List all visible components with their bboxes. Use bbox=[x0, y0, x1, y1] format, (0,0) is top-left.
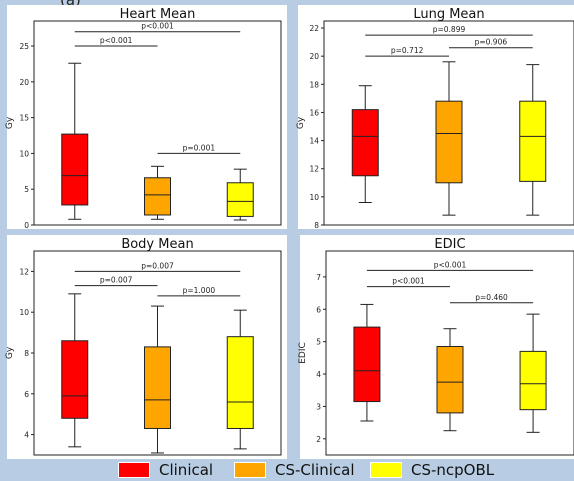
p-value-label: p=0.906 bbox=[475, 38, 508, 47]
box-clinical bbox=[353, 303, 381, 422]
p-value-label: p=0.001 bbox=[183, 143, 216, 152]
box-body bbox=[353, 326, 381, 403]
box-body bbox=[61, 340, 89, 419]
y-tick-label: 20 bbox=[19, 78, 29, 87]
chart-panel-body-mean: Body Mean 4 6 8 10 12 Gy p=0.007 p=0.007 p=1.000 bbox=[5, 235, 287, 459]
plot-frame bbox=[33, 20, 282, 226]
y-tick-label: 12 bbox=[19, 267, 29, 276]
p-value-label: p=0.007 bbox=[141, 261, 174, 270]
y-tick-label: 25 bbox=[19, 42, 29, 51]
box-cs-clinical bbox=[144, 165, 171, 220]
chart-title: Heart Mean bbox=[120, 7, 196, 22]
y-tick-label: 4 bbox=[316, 370, 321, 379]
box-cs-ncpobl bbox=[226, 309, 254, 450]
y-tick-label: 14 bbox=[309, 137, 319, 146]
legend-label-clinical: Clinical bbox=[159, 461, 214, 479]
plot-frame bbox=[325, 250, 574, 456]
y-tick-label: 12 bbox=[309, 165, 319, 174]
legend-label-cs-ncpobl: CS-ncpOBL bbox=[411, 461, 495, 479]
chart-panel-heart-mean: Heart Mean 0 5 10 15 20 25 Gy p<0.001 p<0.001 p=0.… bbox=[5, 5, 287, 230]
box-body bbox=[519, 100, 547, 182]
y-tick-label: 10 bbox=[309, 193, 319, 202]
y-tick-label: 15 bbox=[19, 114, 29, 123]
legend-swatch-cs-ncpobl bbox=[370, 462, 402, 478]
y-tick-label: 6 bbox=[24, 390, 29, 399]
y-tick-label: 4 bbox=[24, 431, 29, 440]
box-body bbox=[144, 346, 171, 429]
box-body bbox=[144, 177, 171, 216]
box-clinical bbox=[351, 85, 379, 203]
p-value-label: p=0.007 bbox=[100, 276, 133, 285]
box-cs-ncpobl bbox=[226, 168, 254, 221]
y-tick-label: 5 bbox=[316, 338, 321, 347]
panel-label: (a) bbox=[60, 0, 81, 9]
box-body bbox=[519, 350, 547, 411]
y-tick-label: 3 bbox=[316, 402, 321, 411]
y-tick-label: 18 bbox=[309, 80, 319, 89]
y-tick-label: 5 bbox=[24, 185, 29, 194]
legend-item-clinical: Clinical bbox=[118, 461, 213, 479]
box-cs-ncpobl bbox=[519, 64, 547, 216]
p-value-label: p<0.001 bbox=[100, 36, 133, 45]
p-value-label: p<0.001 bbox=[434, 260, 467, 269]
chart-panel-lung-mean: Lung Mean 8 10 12 14 16 18 20 22 Gy p=0.899 p=0.712… bbox=[296, 5, 574, 230]
legend-swatch-clinical bbox=[118, 462, 150, 478]
legend-swatch-cs-clinical bbox=[234, 462, 266, 478]
chart-panel-edic: EDIC 2 3 4 5 6 7 EDIC p<0.001 p<0.001 p=0.460 bbox=[298, 235, 574, 459]
box-body bbox=[226, 182, 254, 217]
y-tick-label: 10 bbox=[19, 149, 29, 158]
box-cs-ncpobl bbox=[519, 313, 547, 433]
box-body bbox=[226, 336, 254, 429]
y-axis-label: Gy bbox=[296, 116, 306, 129]
box-cs-clinical bbox=[144, 305, 171, 454]
y-tick-label: 10 bbox=[19, 308, 29, 317]
y-tick-label: 2 bbox=[316, 435, 321, 444]
box-clinical bbox=[61, 62, 89, 220]
box-body bbox=[436, 346, 464, 414]
box-clinical bbox=[61, 293, 89, 448]
y-tick-label: 22 bbox=[309, 24, 319, 33]
y-tick-label: 7 bbox=[316, 273, 321, 282]
legend-item-cs-clinical: CS-Clinical bbox=[234, 461, 355, 479]
p-value-label: p=0.712 bbox=[391, 46, 424, 55]
legend-item-cs-ncpobl: CS-ncpOBL bbox=[370, 461, 494, 479]
p-value-label: p=0.460 bbox=[475, 293, 508, 302]
p-value-label: p=0.899 bbox=[433, 25, 466, 34]
box-body bbox=[351, 109, 379, 177]
y-tick-label: 8 bbox=[314, 221, 319, 230]
y-axis-label: Gy bbox=[5, 116, 15, 129]
box-cs-clinical bbox=[435, 61, 463, 216]
legend: Clinical CS-Clinical CS-ncpOBL bbox=[0, 458, 574, 481]
p-value-label: p=1.000 bbox=[183, 286, 216, 295]
chart-title: EDIC bbox=[434, 237, 465, 252]
box-body bbox=[61, 133, 89, 206]
legend-label-cs-clinical: CS-Clinical bbox=[275, 461, 355, 479]
box-cs-clinical bbox=[436, 328, 464, 432]
chart-title: Lung Mean bbox=[413, 7, 484, 22]
y-axis-label: EDIC bbox=[298, 342, 308, 364]
p-value-label: p<0.001 bbox=[392, 277, 425, 286]
box-body bbox=[435, 100, 463, 184]
y-axis-label: Gy bbox=[5, 346, 15, 359]
chart-title: Body Mean bbox=[121, 237, 193, 252]
y-tick-label: 0 bbox=[24, 221, 29, 230]
y-tick-label: 16 bbox=[309, 108, 319, 117]
y-tick-label: 20 bbox=[309, 52, 319, 61]
y-tick-label: 8 bbox=[24, 349, 29, 358]
p-value-label: p<0.001 bbox=[141, 22, 174, 31]
y-tick-label: 6 bbox=[316, 305, 321, 314]
plot-frame bbox=[323, 20, 574, 226]
